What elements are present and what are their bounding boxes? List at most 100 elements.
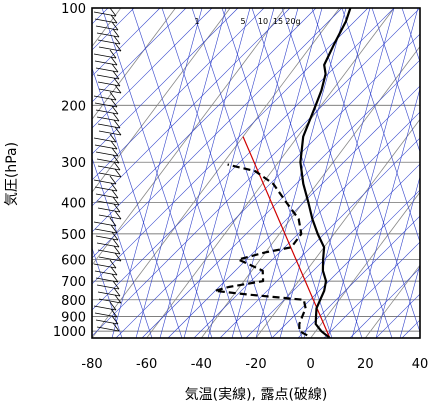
x-tick-labels: -80 -60 -40 -20 0 20 40 (81, 357, 428, 372)
wind-barb (109, 175, 117, 185)
y-tick-label: 800 (61, 294, 86, 309)
wind-barb (109, 133, 117, 143)
wind-barb (112, 70, 120, 80)
wind-barb (96, 326, 120, 332)
adiabat-line (371, 8, 420, 153)
reference-line (242, 136, 331, 338)
wind-barb (95, 25, 119, 31)
wind-barb (96, 32, 120, 38)
wind-barb (114, 42, 122, 52)
wind-barb (95, 67, 119, 73)
wind-barb (110, 140, 118, 150)
wind-barb (113, 119, 121, 129)
wind-barb (111, 105, 119, 115)
mixing-ratio-label: 20g (285, 17, 300, 26)
wind-barb (97, 207, 121, 213)
y-tick-label: 200 (61, 99, 86, 114)
adiabat-line (92, 8, 369, 285)
wind-barb (110, 98, 118, 108)
x-tick-label: -80 (81, 357, 102, 372)
wind-barb (94, 186, 118, 192)
wind-barb (111, 231, 119, 241)
wind-barb (114, 168, 122, 178)
adiabat-line (297, 215, 420, 338)
wind-barb (95, 319, 119, 325)
wind-barb (93, 263, 117, 269)
y-tick-label: 600 (61, 253, 86, 268)
dewpoint-profile-line (213, 163, 308, 337)
adiabat-line (245, 163, 420, 338)
adiabat-line (131, 8, 243, 338)
wind-barb (98, 88, 122, 94)
wind-barb (96, 200, 120, 206)
mixing-ratio-line (279, 8, 371, 338)
wind-barb (93, 221, 117, 227)
mixing-ratio-line (111, 8, 203, 338)
adiabat-line (92, 157, 153, 338)
wind-barb (97, 165, 121, 171)
x-axis-label: 気温(実線), 露点(破線) (185, 387, 328, 403)
y-axis-label: 気圧(hPa) (4, 142, 20, 206)
mixing-ratio-line (135, 8, 227, 338)
wind-barb (114, 210, 122, 220)
wind-barb (96, 158, 120, 164)
mixing-ratio-label: 15 (273, 17, 283, 26)
wind-barb (113, 35, 121, 45)
wind-barb (114, 84, 122, 94)
mixing-ratio-label: 10 (258, 17, 268, 26)
isotherm-line (92, 8, 176, 120)
adiabat-line (323, 241, 420, 338)
wind-barb (95, 151, 119, 157)
mixing-ratio-label: 5 (240, 17, 245, 26)
wind-barb (96, 74, 120, 80)
adiabat-line (0, 8, 2, 338)
wind-barb (109, 217, 117, 227)
wind-barb (112, 280, 120, 290)
wind-barb (94, 270, 118, 276)
isotherm-line (92, 8, 231, 193)
wind-barb (93, 137, 117, 143)
isotherm-line (146, 8, 395, 338)
y-tick-label: 700 (61, 275, 86, 290)
wind-barb (110, 14, 118, 24)
wind-barb (97, 291, 121, 297)
wind-barbs (93, 7, 122, 332)
wind-barb (97, 249, 121, 255)
wind-barb (97, 81, 121, 87)
y-tick-label: 500 (61, 228, 86, 243)
adiabat-line (115, 33, 420, 338)
adiabat-line (251, 8, 363, 338)
wind-barb (94, 144, 118, 150)
wind-barb (110, 308, 118, 318)
wind-barb (96, 284, 120, 290)
adiabat-line (92, 8, 317, 233)
wind-barb (98, 298, 122, 304)
wind-barb (98, 46, 122, 52)
wind-barb (113, 287, 121, 297)
adiabat-line (92, 8, 187, 103)
isotherm-line (365, 264, 420, 338)
adiabat-line (92, 67, 183, 338)
wind-barb (93, 305, 117, 311)
x-tick-label: -40 (191, 357, 212, 372)
mixing-ratio-line (351, 87, 420, 338)
wind-barb (112, 154, 120, 164)
wind-barb (110, 266, 118, 276)
mixing-ratio-line (375, 175, 420, 338)
wind-barb (96, 242, 120, 248)
wind-barb (112, 196, 120, 206)
isotherm-lines (92, 8, 420, 338)
y-tick-label: 900 (61, 310, 86, 325)
wind-barb (111, 21, 119, 31)
x-tick-label: 0 (307, 357, 315, 372)
wind-barb (94, 102, 118, 108)
wind-barb (95, 193, 119, 199)
adiabat-line (92, 8, 239, 155)
wind-barb (95, 109, 119, 115)
adiabat-line (349, 267, 420, 338)
wind-barb (94, 312, 118, 318)
plot-frame (91, 7, 421, 339)
mixing-ratio-line (231, 8, 323, 338)
profile-series (213, 8, 352, 338)
